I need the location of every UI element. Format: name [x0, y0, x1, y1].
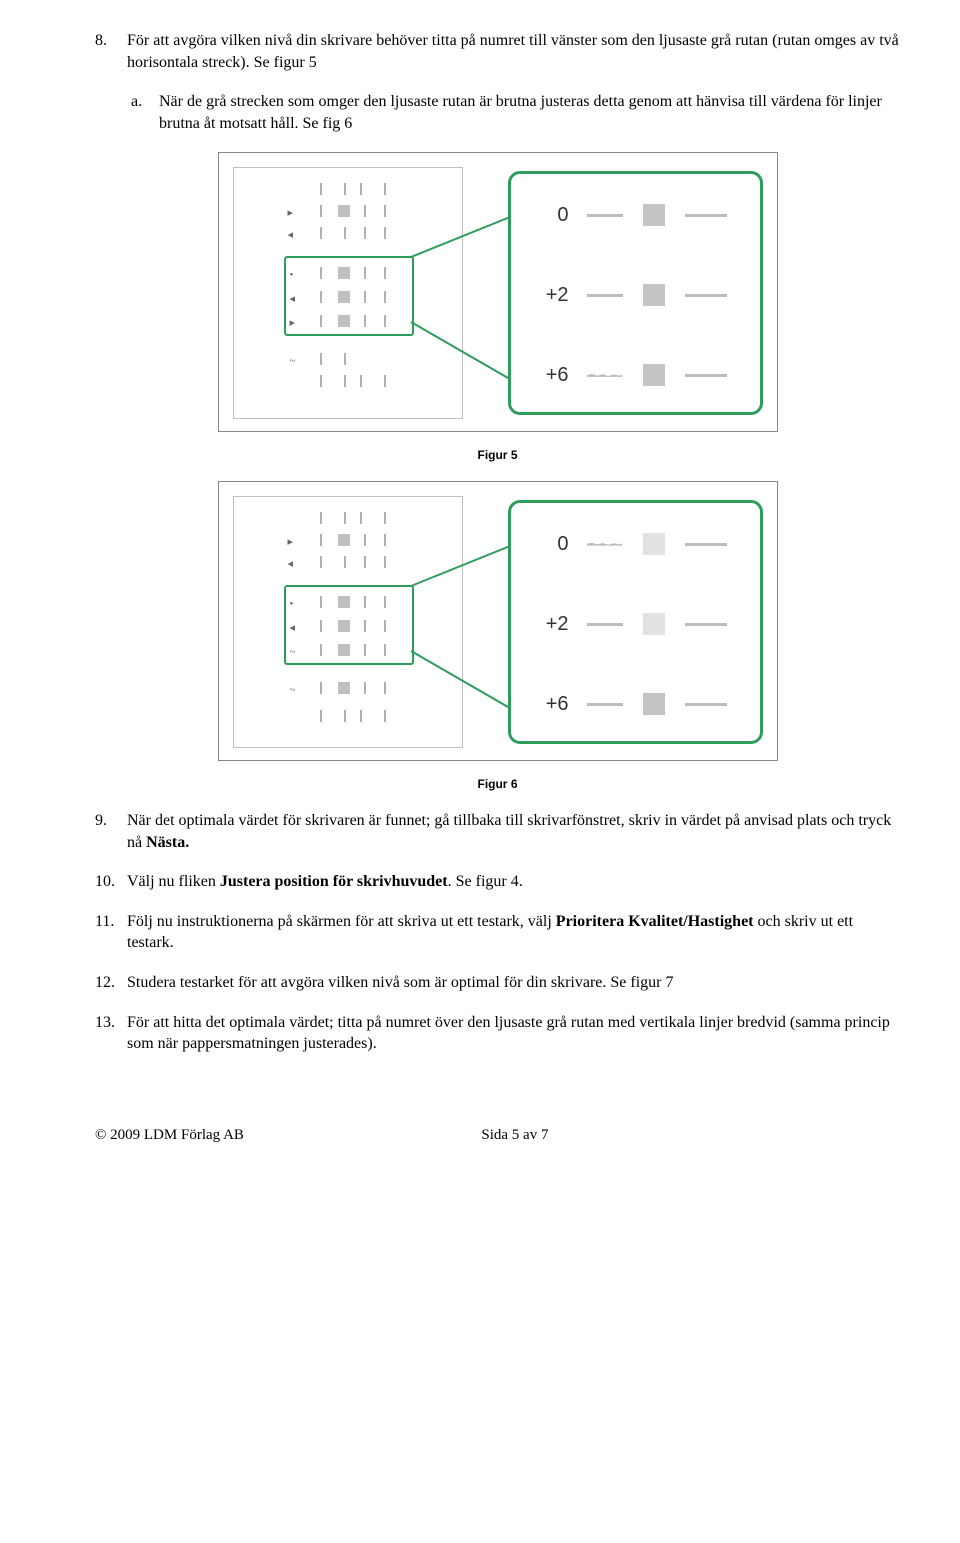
list-text: När de grå strecken som omger den ljusas… — [159, 91, 900, 134]
grey-square-icon — [643, 533, 665, 555]
calib-label: +6 — [525, 362, 569, 389]
text-part: Välj nu fliken — [127, 873, 220, 890]
list-number: 10. — [95, 871, 127, 893]
footer-copyright: © 2009 LDM Förlag AB — [95, 1125, 481, 1145]
text-bold: Prioritera Kvalitet/Hastighet — [556, 913, 754, 930]
list-text: För att hitta det optimala värdet; titta… — [127, 1012, 900, 1055]
page-footer: © 2009 LDM Förlag AB Sida 5 av 7 — [95, 1125, 900, 1145]
right-zoom-panel: 0 +2 +6 — [508, 171, 763, 415]
list-number: 11. — [95, 911, 127, 954]
calibration-diagram: ▸ ◂ • ◂ ~ — [218, 481, 778, 761]
line-mark-icon — [587, 623, 623, 626]
calib-row-0: 0 — [511, 200, 760, 230]
list-item-11: 11. Följ nu instruktionerna på skärmen f… — [95, 911, 900, 954]
grey-square-icon — [643, 693, 665, 715]
list-item-8: 8. För att avgöra vilken nivå din skriva… — [95, 30, 900, 73]
calib-row-0: 0 — [511, 529, 760, 559]
text-part: Följ nu instruktionerna på skärmen för a… — [127, 913, 556, 930]
line-mark-icon — [685, 623, 727, 626]
grey-square-icon — [643, 284, 665, 306]
list-item-12: 12. Studera testarket för att avgöra vil… — [95, 972, 900, 994]
footer-page-number: Sida 5 av 7 — [481, 1125, 548, 1145]
list-number: a. — [131, 91, 159, 134]
calib-row-plus6: +6 — [511, 360, 760, 390]
line-mark-icon — [587, 703, 623, 706]
list-item-8a: a. När de grå strecken som omger den lju… — [131, 91, 900, 134]
calib-label: +2 — [525, 282, 569, 309]
calib-label: 0 — [525, 531, 569, 558]
list-item-10: 10. Välj nu fliken Justera position för … — [95, 871, 900, 893]
list-number: 13. — [95, 1012, 127, 1055]
text-part: När det optimala värdet för skrivaren är… — [127, 812, 891, 851]
grey-square-icon — [643, 204, 665, 226]
line-mark-icon — [587, 294, 623, 297]
list-number: 8. — [95, 30, 127, 73]
line-mark-icon — [587, 214, 623, 217]
figure-6: ▸ ◂ • ◂ ~ — [95, 481, 900, 768]
text-bold: Nästa. — [146, 834, 189, 851]
line-mark-icon — [685, 214, 727, 217]
line-mark-icon — [587, 543, 623, 546]
list-item-9: 9. När det optimala värdet för skrivaren… — [95, 810, 900, 853]
figure-5: ▸ ◂ • ◂ ▸ — [95, 152, 900, 439]
line-mark-icon — [685, 543, 727, 546]
calib-row-plus2: +2 — [511, 280, 760, 310]
left-test-sheet: ▸ ◂ • ◂ ~ — [233, 496, 463, 748]
list-text: För att avgöra vilken nivå din skrivare … — [127, 30, 900, 73]
list-item-13: 13. För att hitta det optimala värdet; t… — [95, 1012, 900, 1055]
list-number: 12. — [95, 972, 127, 994]
text-bold: Justera position för skrivhuvudet — [220, 873, 448, 890]
calib-label: +2 — [525, 611, 569, 638]
right-zoom-panel: 0 +2 +6 — [508, 500, 763, 744]
calib-row-plus6: +6 — [511, 689, 760, 719]
grey-square-icon — [643, 613, 665, 635]
line-mark-icon — [685, 374, 727, 377]
calib-label: 0 — [525, 202, 569, 229]
list-text: Studera testarket för att avgöra vilken … — [127, 972, 900, 994]
line-mark-icon — [685, 294, 727, 297]
grey-square-icon — [643, 364, 665, 386]
calib-row-plus2: +2 — [511, 609, 760, 639]
figure-5-caption: Figur 5 — [95, 447, 900, 463]
text-part: . Se figur 4. — [448, 873, 523, 890]
line-mark-icon — [685, 703, 727, 706]
calib-label: +6 — [525, 691, 569, 718]
line-mark-icon — [587, 374, 623, 377]
list-text: Följ nu instruktionerna på skärmen för a… — [127, 911, 900, 954]
list-number: 9. — [95, 810, 127, 853]
list-text: Välj nu fliken Justera position för skri… — [127, 871, 900, 893]
list-text: När det optimala värdet för skrivaren är… — [127, 810, 900, 853]
calibration-diagram: ▸ ◂ • ◂ ▸ — [218, 152, 778, 432]
figure-6-caption: Figur 6 — [95, 776, 900, 792]
left-test-sheet: ▸ ◂ • ◂ ▸ — [233, 167, 463, 419]
